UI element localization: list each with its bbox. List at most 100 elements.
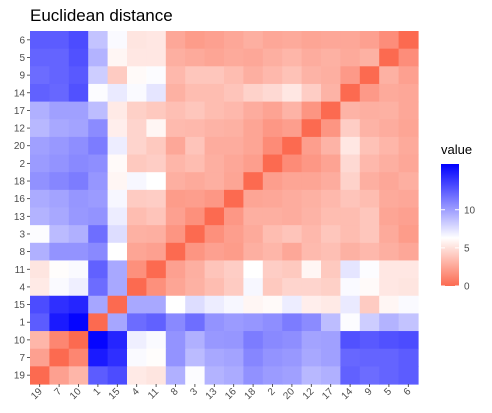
heatmap-cell: [359, 313, 380, 332]
heatmap-cell: [30, 136, 50, 156]
y-tick-label: 10: [14, 335, 26, 346]
heatmap-cell: [127, 66, 147, 85]
heatmap-cell: [30, 225, 50, 244]
heatmap-cell: [379, 295, 400, 314]
heatmap-cell: [107, 83, 128, 103]
heatmap-cell: [49, 225, 70, 244]
heatmap-cell: [49, 260, 70, 279]
heatmap-cell: [127, 189, 147, 209]
heatmap-cell: [301, 31, 322, 50]
heatmap-cell: [359, 154, 380, 173]
heatmap-cell: [127, 348, 147, 367]
heatmap-cell: [379, 189, 400, 209]
heatmap-cell: [88, 366, 109, 385]
heatmap-cell: [398, 295, 419, 314]
heatmap-cell: [379, 260, 400, 279]
heatmap-cell: [243, 66, 264, 85]
heatmap-cell: [146, 366, 167, 385]
heatmap-cell: [243, 242, 264, 262]
heatmap-cell: [107, 66, 128, 85]
heatmap-cell: [398, 83, 419, 103]
heatmap-cell: [321, 331, 341, 350]
heatmap-cell: [30, 331, 50, 350]
heatmap-cell: [204, 278, 225, 297]
heatmap-cell: [185, 119, 206, 138]
heatmap-cell: [398, 225, 419, 244]
heatmap-cell: [398, 313, 419, 332]
heatmap-cell: [107, 189, 128, 209]
heatmap-cell: [321, 207, 341, 226]
heatmap-cell: [301, 207, 322, 226]
legend-ticks: 0 5 10: [441, 205, 476, 293]
heatmap-cell: [185, 260, 206, 279]
heatmap-cell: [68, 295, 89, 314]
heatmap-cell: [146, 225, 167, 244]
heatmap-cell: [301, 278, 322, 297]
heatmap-cell: [146, 278, 167, 297]
heatmap-cell: [68, 366, 89, 385]
heatmap-cell: [340, 48, 361, 67]
heatmap-cell: [146, 295, 167, 314]
heatmap-cell: [321, 31, 341, 50]
heatmap-cell: [30, 242, 50, 262]
heatmap-cell: [127, 331, 147, 350]
x-tick-label: 13: [204, 386, 220, 402]
y-tick-label: 17: [14, 106, 26, 117]
y-tick-label: 14: [14, 88, 26, 99]
heatmap-cell: [321, 154, 341, 173]
heatmap-cell: [49, 31, 70, 50]
heatmap-cell: [282, 313, 303, 332]
heatmap-cell: [340, 366, 361, 385]
heatmap-cell: [30, 366, 50, 385]
heatmap-cell: [68, 313, 89, 332]
heatmap-cell: [127, 313, 147, 332]
heatmap-cell: [340, 66, 361, 85]
heatmap-cell: [262, 154, 283, 173]
heatmap-cell: [88, 207, 109, 226]
heatmap-cell: [340, 154, 361, 173]
heatmap-cell: [301, 242, 322, 262]
heatmap-cell: [243, 154, 264, 173]
heatmap-cell: [30, 207, 50, 226]
heatmap-cell: [204, 207, 225, 226]
heatmap-cell: [68, 154, 89, 173]
heatmap-cell: [107, 331, 128, 350]
heatmap-cell: [321, 48, 341, 67]
heatmap-cell: [359, 31, 380, 50]
heatmap-cell: [301, 331, 322, 350]
heatmap-cell: [204, 331, 225, 350]
x-tick-label: 3: [188, 386, 200, 398]
heatmap-cell: [127, 225, 147, 244]
heatmap-cell: [359, 101, 380, 120]
heatmap-cell: [30, 172, 50, 191]
heatmap-cell: [146, 66, 167, 85]
heatmap-cell: [165, 295, 186, 314]
heatmap-cell: [49, 331, 70, 350]
heatmap-cell: [398, 331, 419, 350]
heatmap-cell: [301, 295, 322, 314]
heatmap-cell: [185, 189, 206, 209]
x-tick-label: 14: [340, 386, 356, 402]
heatmap-cell: [165, 154, 186, 173]
heatmap-cell: [301, 348, 322, 367]
heatmap-cell: [49, 189, 70, 209]
heatmap-cell: [165, 278, 186, 297]
x-tick-label: 18: [243, 386, 259, 402]
heatmap-cell: [321, 172, 341, 191]
heatmap-cell: [243, 207, 264, 226]
y-tick-label: 19: [14, 371, 26, 382]
heatmap-cell: [282, 172, 303, 191]
heatmap-cell: [49, 154, 70, 173]
heatmap-cell: [321, 136, 341, 156]
heatmap-cell: [340, 172, 361, 191]
x-tick-label: 12: [301, 386, 317, 402]
heatmap-cell: [68, 242, 89, 262]
heatmap-cell: [224, 348, 244, 367]
heatmap-cell: [107, 242, 128, 262]
heatmap-cell: [185, 313, 206, 332]
heatmap-cell: [204, 48, 225, 67]
heatmap-cell: [185, 295, 206, 314]
heatmap-cell: [398, 366, 419, 385]
heatmap-cell: [107, 260, 128, 279]
heatmap-cell: [282, 101, 303, 120]
